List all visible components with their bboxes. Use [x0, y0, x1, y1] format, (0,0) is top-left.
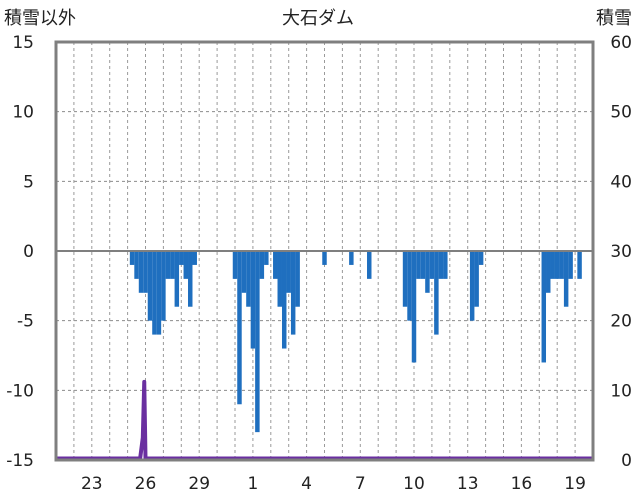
precip-bar [286, 251, 291, 293]
x-tick-label: 29 [188, 474, 210, 494]
right-axis-ticks: 60 50 40 30 20 10 0 [610, 33, 632, 471]
precip-bar [469, 251, 475, 321]
x-tick-label: 19 [564, 474, 586, 494]
precip-bar [241, 251, 247, 293]
precip-bar [434, 251, 439, 335]
precip-bar [420, 251, 426, 279]
precip-bar [250, 251, 256, 349]
precip-bar [246, 251, 251, 307]
precip-bar [156, 251, 162, 335]
precip-bar [259, 251, 265, 279]
left-tick-label: 15 [12, 33, 34, 53]
right-tick-label: 40 [610, 172, 632, 192]
precip-bar [429, 251, 435, 279]
precip-bar [402, 251, 408, 307]
precip-bar [411, 251, 417, 363]
precip-bar [478, 251, 484, 265]
precip-bar [443, 251, 448, 279]
precip-bar [237, 251, 242, 405]
precip-bar [188, 251, 193, 307]
precip-bar [416, 251, 421, 279]
x-tick-label: 10 [403, 474, 425, 494]
precip-bars [129, 251, 582, 433]
precip-bar [290, 251, 296, 335]
precip-bar [367, 251, 372, 279]
precip-bar [349, 251, 354, 265]
precip-bar [161, 251, 166, 321]
right-tick-label: 10 [610, 381, 632, 401]
precip-bar [134, 251, 139, 279]
x-tick-label: 7 [355, 474, 366, 494]
precip-bar [568, 251, 573, 279]
precip-bar [147, 251, 153, 321]
precip-bar [407, 251, 412, 321]
left-tick-label: 0 [23, 242, 34, 262]
precip-bar [170, 251, 175, 279]
left-axis-title: 積雪以外 [4, 8, 76, 29]
x-tick-label: 1 [247, 474, 258, 494]
precip-bar [577, 251, 582, 279]
x-tick-label: 26 [135, 474, 157, 494]
precip-bar [563, 251, 569, 307]
chart-title: 大石ダム [282, 8, 354, 29]
x-tick-label: 4 [301, 474, 312, 494]
precip-bar [425, 251, 430, 293]
right-tick-label: 50 [610, 103, 632, 123]
precip-bar [541, 251, 547, 363]
precip-bar [232, 251, 238, 279]
left-tick-label: -10 [6, 381, 34, 401]
precip-bar [273, 251, 278, 279]
left-tick-label: -15 [6, 451, 34, 471]
precip-bar [550, 251, 555, 279]
gridlines [56, 42, 593, 460]
precip-bar [192, 251, 197, 265]
x-tick-label: 23 [81, 474, 103, 494]
precip-bar [546, 251, 551, 293]
right-tick-label: 0 [621, 451, 632, 471]
precip-bar [281, 251, 287, 349]
precip-bar [179, 251, 184, 265]
right-tick-label: 60 [610, 33, 632, 53]
precip-bar [174, 251, 180, 307]
right-tick-label: 20 [610, 312, 632, 332]
precip-bar [129, 251, 135, 265]
left-tick-label: 10 [12, 103, 34, 123]
x-tick-label: 13 [457, 474, 479, 494]
precip-bar [438, 251, 444, 279]
precip-bar [152, 251, 157, 335]
precip-bar [295, 251, 300, 307]
precip-bar [264, 251, 269, 265]
right-tick-label: 30 [610, 242, 632, 262]
precip-bar [138, 251, 144, 293]
left-axis-ticks: 15 10 5 0 -5 -10 -15 [6, 33, 34, 471]
precip-bar [255, 251, 260, 433]
precip-bar [183, 251, 189, 279]
right-axis-title: 積雪 [596, 8, 632, 29]
precip-bar [474, 251, 479, 307]
left-tick-label: 5 [23, 172, 34, 192]
precip-bar [559, 251, 564, 279]
precip-bar [554, 251, 560, 279]
x-axis-ticks: 23 26 29 1 4 7 10 13 16 19 [81, 474, 586, 494]
left-tick-label: -5 [17, 312, 34, 332]
precip-bar [143, 251, 148, 293]
precip-bar [277, 251, 282, 307]
precip-bar [322, 251, 327, 265]
precip-bar [165, 251, 171, 279]
x-tick-label: 16 [511, 474, 533, 494]
